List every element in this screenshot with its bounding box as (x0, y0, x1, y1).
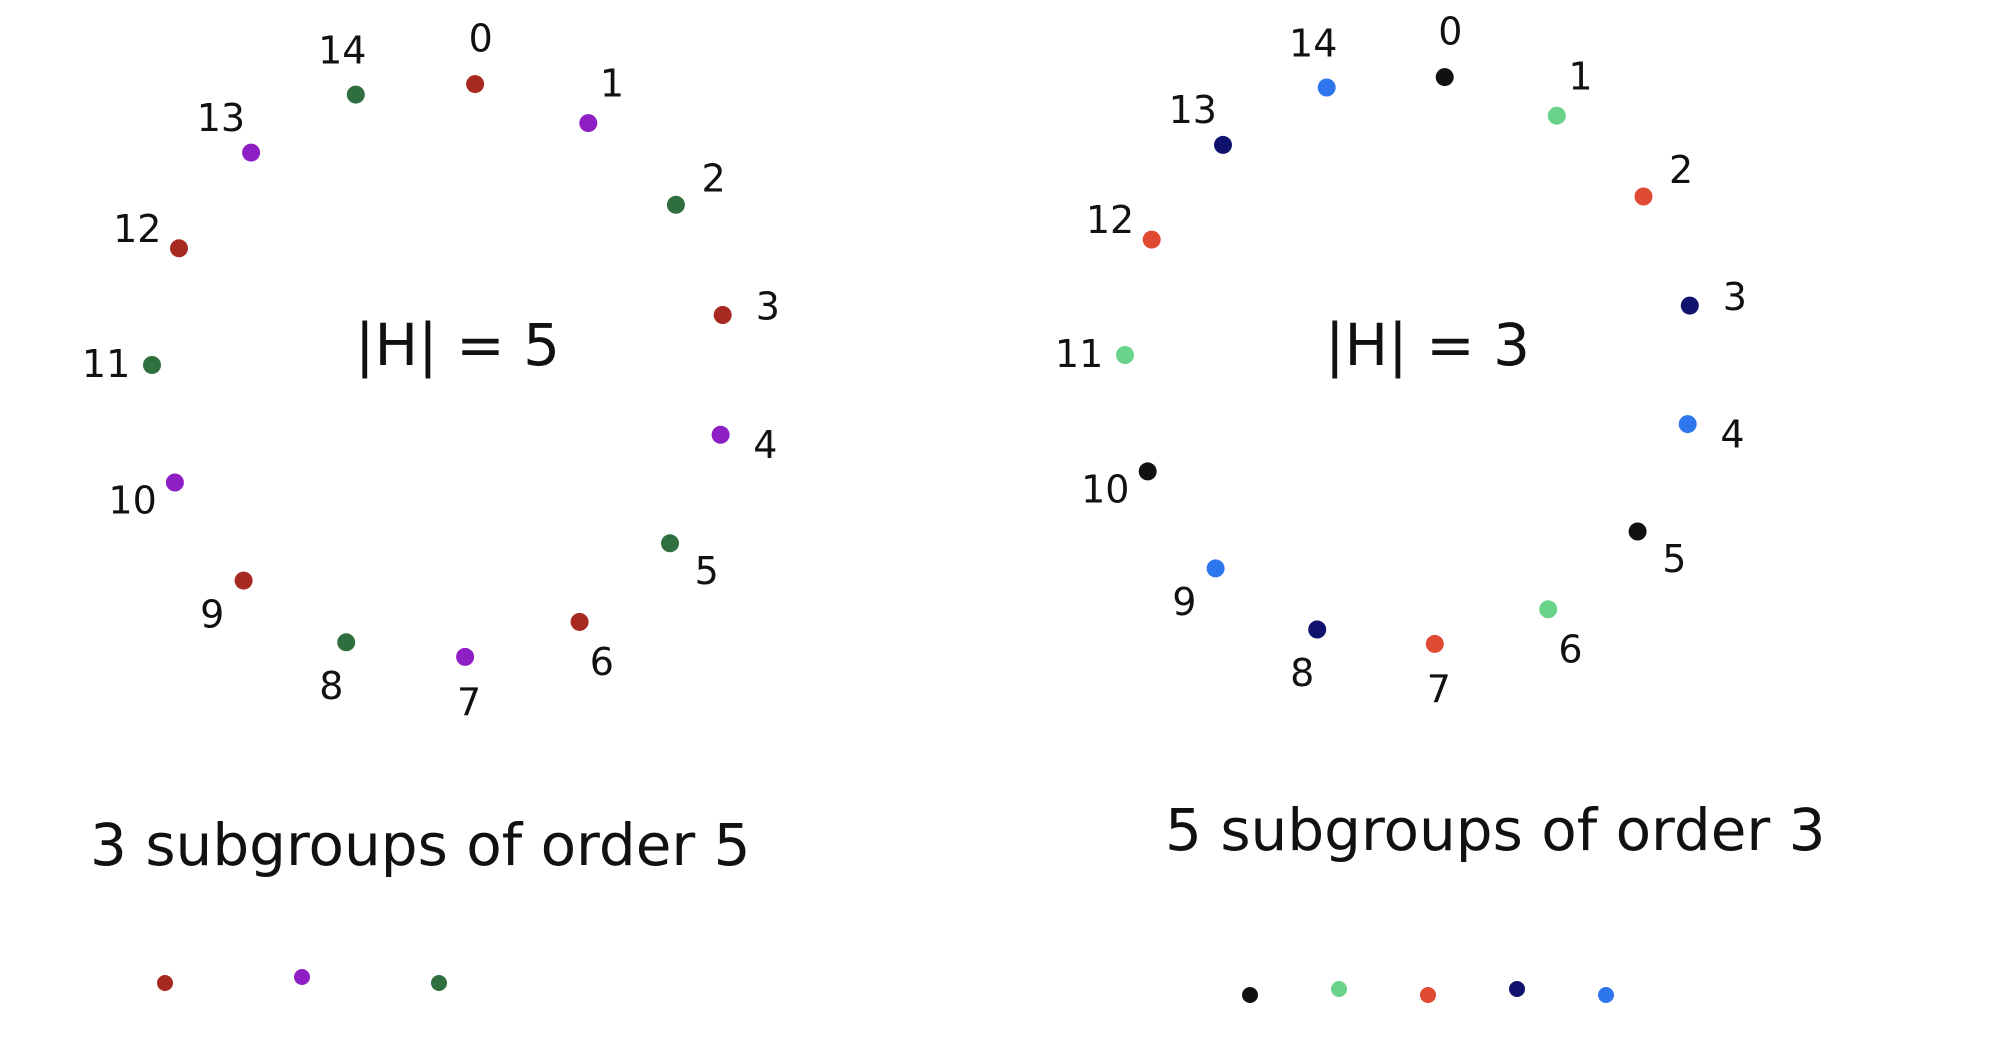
right-legend-dot-blue (1598, 987, 1614, 1003)
left-element-8-label: 8 (319, 664, 343, 708)
left-element-1-dot (579, 114, 598, 133)
right-element-10-label: 10 (1081, 467, 1129, 511)
right-legend-dot-orange-red (1420, 987, 1436, 1003)
left-element-5-label: 5 (695, 549, 719, 593)
right-element-4-label: 4 (1720, 413, 1744, 457)
left-element-1-label: 1 (600, 62, 624, 106)
right-element-2-label: 2 (1669, 148, 1693, 192)
right-element-6-label: 6 (1558, 628, 1582, 672)
right-element-0-dot (1435, 68, 1454, 87)
left-element-14-label: 14 (318, 29, 366, 73)
right-element-3-label: 3 (1723, 275, 1747, 319)
right-legend-dot-light-green (1331, 981, 1347, 997)
left-legend-dots (157, 969, 447, 991)
right-element-11-label: 11 (1055, 332, 1103, 376)
right-order-label: |H| = 3 (1325, 311, 1530, 379)
left-legend-dot-dark-green (431, 975, 447, 991)
left-element-9-label: 9 (200, 592, 224, 636)
left-legend-dot-purple (294, 969, 310, 985)
left-element-11-dot (143, 356, 161, 374)
left-element-10-dot (165, 473, 184, 492)
right-element-0-label: 0 (1438, 10, 1462, 54)
left-element-5-dot (661, 534, 679, 553)
left-element-9-dot (234, 571, 253, 590)
right-element-11-dot (1116, 346, 1134, 364)
right-element-1-label: 1 (1568, 54, 1592, 98)
right-legend-dots (1242, 981, 1614, 1003)
right-element-5-label: 5 (1662, 537, 1686, 581)
left-element-13-dot (242, 143, 261, 162)
right-element-7-label: 7 (1427, 668, 1451, 712)
left-legend-dot-dark-red (157, 975, 173, 991)
right-caption: 5 subgroups of order 3 (1165, 796, 1826, 864)
left-element-3-dot (713, 306, 732, 324)
right-element-13-label: 13 (1169, 88, 1217, 132)
left-caption: 3 subgroups of order 5 (90, 811, 751, 879)
left-element-11-label: 11 (82, 342, 130, 386)
left-order-label: |H| = 5 (355, 311, 560, 379)
right-legend-dot-navy (1509, 981, 1525, 997)
right-element-8-dot (1308, 620, 1327, 639)
right-element-10-dot (1138, 462, 1157, 481)
right-element-14-dot (1317, 78, 1336, 97)
right-element-9-label: 9 (1172, 580, 1196, 624)
left-element-12-label: 12 (113, 207, 161, 251)
left-element-10-label: 10 (108, 479, 156, 523)
right-legend-dot-black (1242, 987, 1258, 1003)
right-element-13-dot (1214, 135, 1232, 154)
right-element-9-dot (1206, 559, 1225, 578)
left-element-8-dot (337, 633, 356, 652)
right-element-12-dot (1142, 230, 1161, 249)
left-element-7-label: 7 (457, 681, 481, 725)
left-element-0-label: 0 (469, 17, 493, 61)
right-element-3-dot (1680, 296, 1699, 315)
left-element-2-label: 2 (702, 156, 726, 200)
left-element-14-dot (346, 85, 365, 104)
right-element-5-dot (1628, 522, 1647, 541)
left-element-12-dot (170, 239, 188, 258)
left-element-7-dot (456, 647, 475, 666)
left-element-6-dot (570, 612, 589, 631)
left-element-0-dot (466, 75, 485, 94)
left-element-6-label: 6 (590, 640, 614, 684)
right-element-8-label: 8 (1290, 651, 1314, 695)
left-element-13-label: 13 (197, 96, 245, 140)
left-element-3-label: 3 (756, 284, 780, 328)
left-element-4-label: 4 (753, 423, 777, 467)
right-element-4-dot (1678, 415, 1697, 434)
right-element-12-label: 12 (1086, 198, 1134, 242)
right-element-1-dot (1547, 106, 1566, 125)
right-element-6-dot (1539, 600, 1558, 619)
left-element-4-dot (711, 425, 730, 444)
right-element-14-label: 14 (1289, 22, 1337, 66)
left-element-2-dot (666, 195, 685, 214)
right-element-7-dot (1425, 634, 1444, 653)
right-element-2-dot (1634, 187, 1653, 206)
